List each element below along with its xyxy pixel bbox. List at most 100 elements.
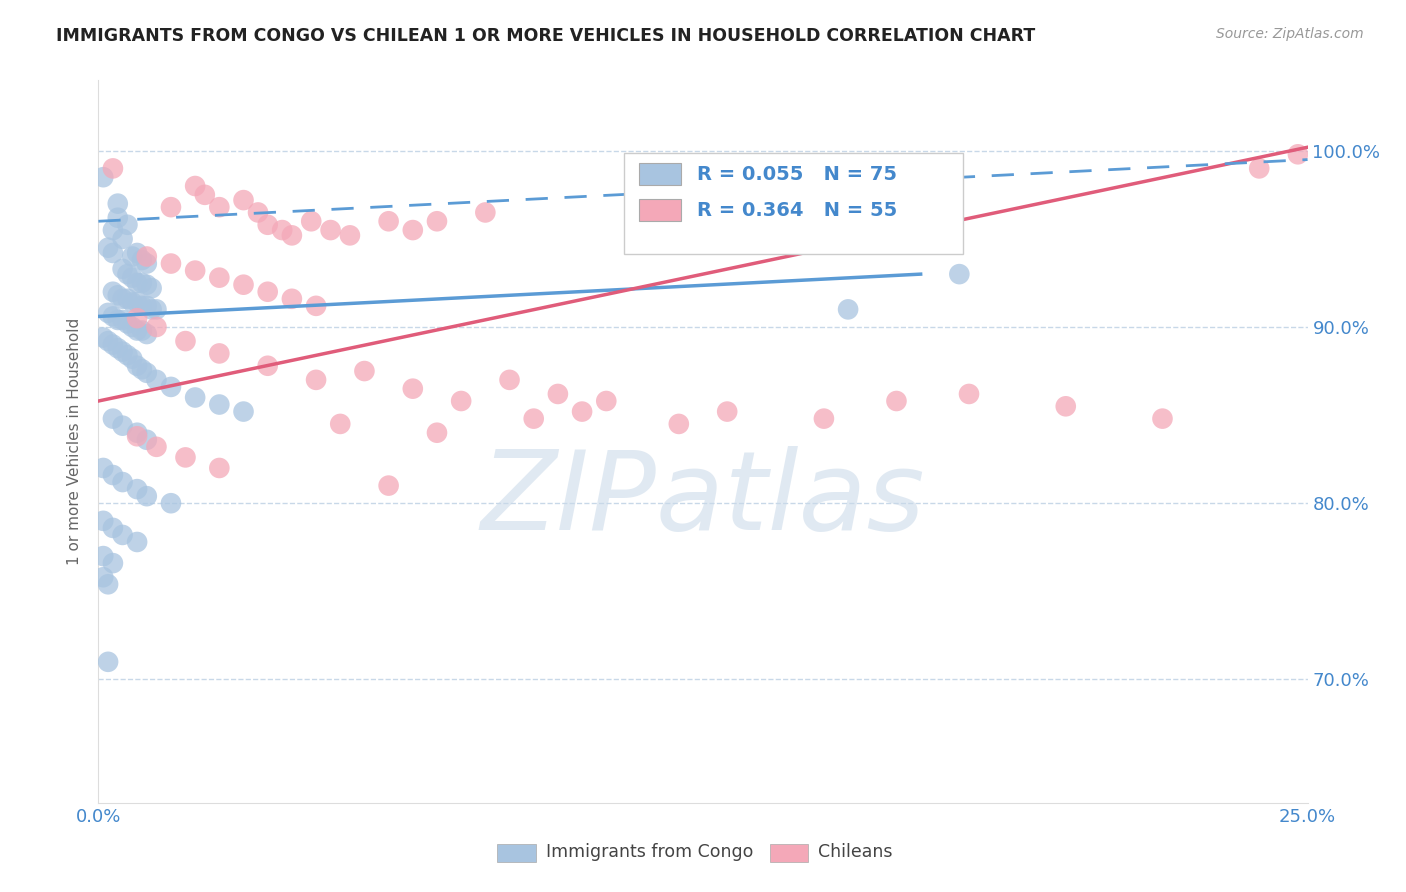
Point xyxy=(97,306,120,320)
FancyBboxPatch shape xyxy=(498,844,536,862)
Point xyxy=(117,218,139,232)
Point xyxy=(121,351,143,366)
Text: R = 0.364   N = 55: R = 0.364 N = 55 xyxy=(697,201,897,219)
Point xyxy=(339,228,361,243)
Point xyxy=(353,364,375,378)
Point xyxy=(91,549,114,563)
Point xyxy=(131,253,153,268)
Point xyxy=(127,482,149,496)
Point xyxy=(91,170,114,185)
Point xyxy=(837,302,859,317)
Point xyxy=(1286,147,1309,161)
Point xyxy=(111,344,134,359)
Point xyxy=(117,317,139,331)
Y-axis label: 1 or more Vehicles in Household: 1 or more Vehicles in Household xyxy=(67,318,83,566)
Point xyxy=(131,362,153,376)
Point xyxy=(281,228,304,243)
Point xyxy=(135,489,157,503)
Point xyxy=(208,461,231,475)
Point xyxy=(232,277,254,292)
Point xyxy=(127,246,149,260)
Point xyxy=(97,655,120,669)
Point xyxy=(111,475,134,489)
Point xyxy=(135,250,157,264)
Point xyxy=(329,417,352,431)
Point xyxy=(1054,399,1077,413)
Point xyxy=(281,292,304,306)
Point xyxy=(426,214,449,228)
Point xyxy=(141,302,163,317)
Point xyxy=(127,324,149,338)
Point xyxy=(111,528,134,542)
Point xyxy=(377,478,399,492)
Text: R = 0.055   N = 75: R = 0.055 N = 75 xyxy=(697,165,897,184)
Point xyxy=(107,211,129,225)
Point xyxy=(101,285,124,299)
Point xyxy=(127,425,149,440)
Point xyxy=(107,196,129,211)
Point xyxy=(111,292,134,306)
Point xyxy=(127,359,149,373)
Point xyxy=(247,205,270,219)
Point xyxy=(184,179,207,194)
Point xyxy=(91,330,114,344)
Point xyxy=(135,256,157,270)
Point xyxy=(174,334,197,348)
Point xyxy=(111,232,134,246)
Point xyxy=(127,429,149,443)
Point xyxy=(117,267,139,281)
Point xyxy=(1249,161,1271,176)
Point xyxy=(101,411,124,425)
Point xyxy=(402,223,425,237)
Point xyxy=(101,468,124,483)
FancyBboxPatch shape xyxy=(769,844,808,862)
Point xyxy=(111,418,134,433)
Point xyxy=(299,214,322,228)
Point xyxy=(127,276,149,290)
Point xyxy=(91,461,114,475)
Point xyxy=(97,577,120,591)
Point xyxy=(377,214,399,228)
Text: ZIPatlas: ZIPatlas xyxy=(481,446,925,553)
Point xyxy=(135,299,157,313)
Point xyxy=(91,514,114,528)
Point xyxy=(571,404,593,418)
Point xyxy=(426,425,449,440)
FancyBboxPatch shape xyxy=(638,200,682,221)
Point xyxy=(135,326,157,341)
Point xyxy=(948,267,970,281)
Point xyxy=(305,299,328,313)
Point xyxy=(145,320,167,334)
Point xyxy=(97,334,120,348)
Point xyxy=(547,387,569,401)
Point xyxy=(135,277,157,292)
Point xyxy=(91,570,114,584)
Point xyxy=(208,200,231,214)
Point xyxy=(145,440,167,454)
Point xyxy=(145,302,167,317)
Point xyxy=(402,382,425,396)
Point xyxy=(101,521,124,535)
Point xyxy=(121,250,143,264)
Point xyxy=(208,270,231,285)
Point xyxy=(127,535,149,549)
Point xyxy=(498,373,520,387)
Point xyxy=(160,200,183,214)
Text: Source: ZipAtlas.com: Source: ZipAtlas.com xyxy=(1216,27,1364,41)
Point xyxy=(256,359,278,373)
Point xyxy=(474,205,496,219)
Point xyxy=(886,394,908,409)
Point xyxy=(256,218,278,232)
Point xyxy=(117,348,139,362)
Point xyxy=(127,295,149,310)
Point xyxy=(135,366,157,380)
Point xyxy=(232,193,254,207)
Point xyxy=(595,394,617,409)
Point xyxy=(271,223,294,237)
Point xyxy=(160,496,183,510)
Point xyxy=(813,411,835,425)
Point xyxy=(174,450,197,465)
Point xyxy=(111,261,134,276)
Point xyxy=(101,161,124,176)
Point xyxy=(117,292,139,306)
